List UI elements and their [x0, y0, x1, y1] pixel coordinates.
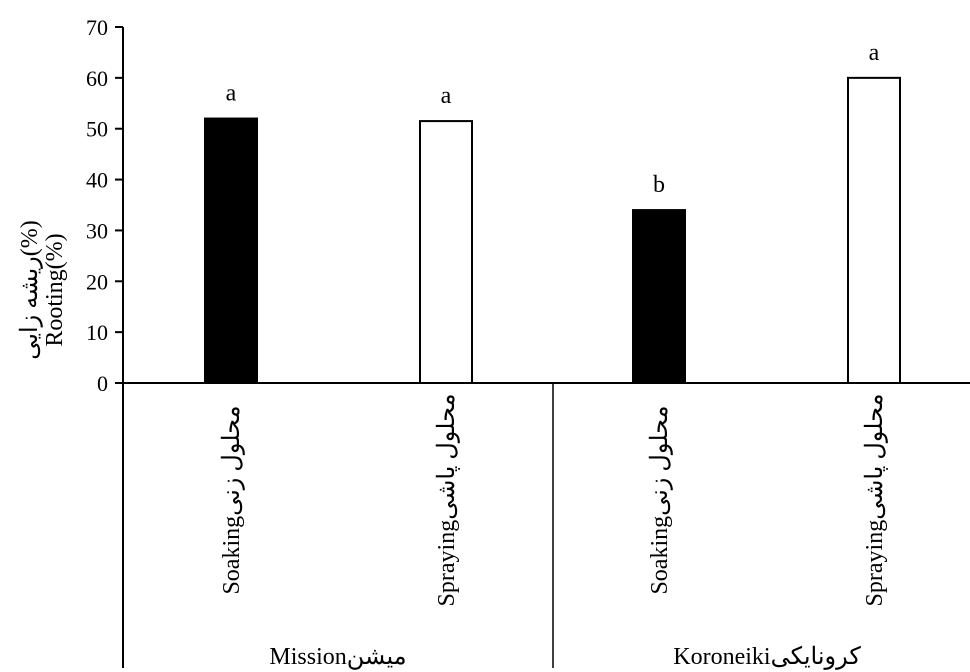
bars: a a b a [204, 40, 901, 385]
y-axis: 0 10 20 30 40 50 60 70 [86, 15, 124, 668]
category-label-1-2: Sprayingمحلول پاشی [434, 394, 460, 607]
y-tick-label-5: 50 [86, 117, 108, 142]
bar-3-significance-letter: b [653, 172, 665, 198]
y-tick-label-4: 40 [86, 168, 108, 193]
y-tick-label-2: 20 [86, 269, 108, 294]
y-axis-label-line-1: ریشه زایی(%) [17, 220, 43, 359]
x-axis [123, 382, 970, 668]
y-tick-label-6: 60 [86, 66, 108, 91]
category-label-2-2: Sprayingمحلول پاشی [862, 394, 888, 607]
y-axis-label-line-2: Rooting(%) [42, 233, 68, 346]
y-axis-label: ریشه زایی(%) Rooting(%) [17, 220, 68, 359]
y-tick-label-3: 30 [86, 218, 108, 243]
bar-4 [847, 76, 901, 384]
bar-1 [204, 117, 258, 385]
group-labels: Missionمیشن Koroneikiکرونایکی [269, 644, 861, 670]
bar-2 [419, 120, 473, 384]
bar-4-significance-letter: a [869, 40, 880, 66]
category-labels: Soakingمحلول زنی Sprayingمحلول پاشی Soakin… [219, 394, 888, 607]
bar-1-significance-letter: a [226, 81, 237, 107]
bar-2-significance-letter: a [441, 83, 452, 109]
y-tick-label-7: 70 [86, 15, 108, 40]
group-label-2: Koroneikiکرونایکی [673, 644, 861, 670]
y-tick-label-1: 10 [86, 320, 108, 345]
bar-3 [632, 209, 686, 384]
category-label-2-1: Soakingمحلول زنی [647, 405, 673, 594]
group-label-1: Missionمیشن [269, 644, 406, 670]
category-label-1-1: Soakingمحلول زنی [219, 405, 245, 594]
y-tick-label-0: 0 [97, 371, 108, 396]
